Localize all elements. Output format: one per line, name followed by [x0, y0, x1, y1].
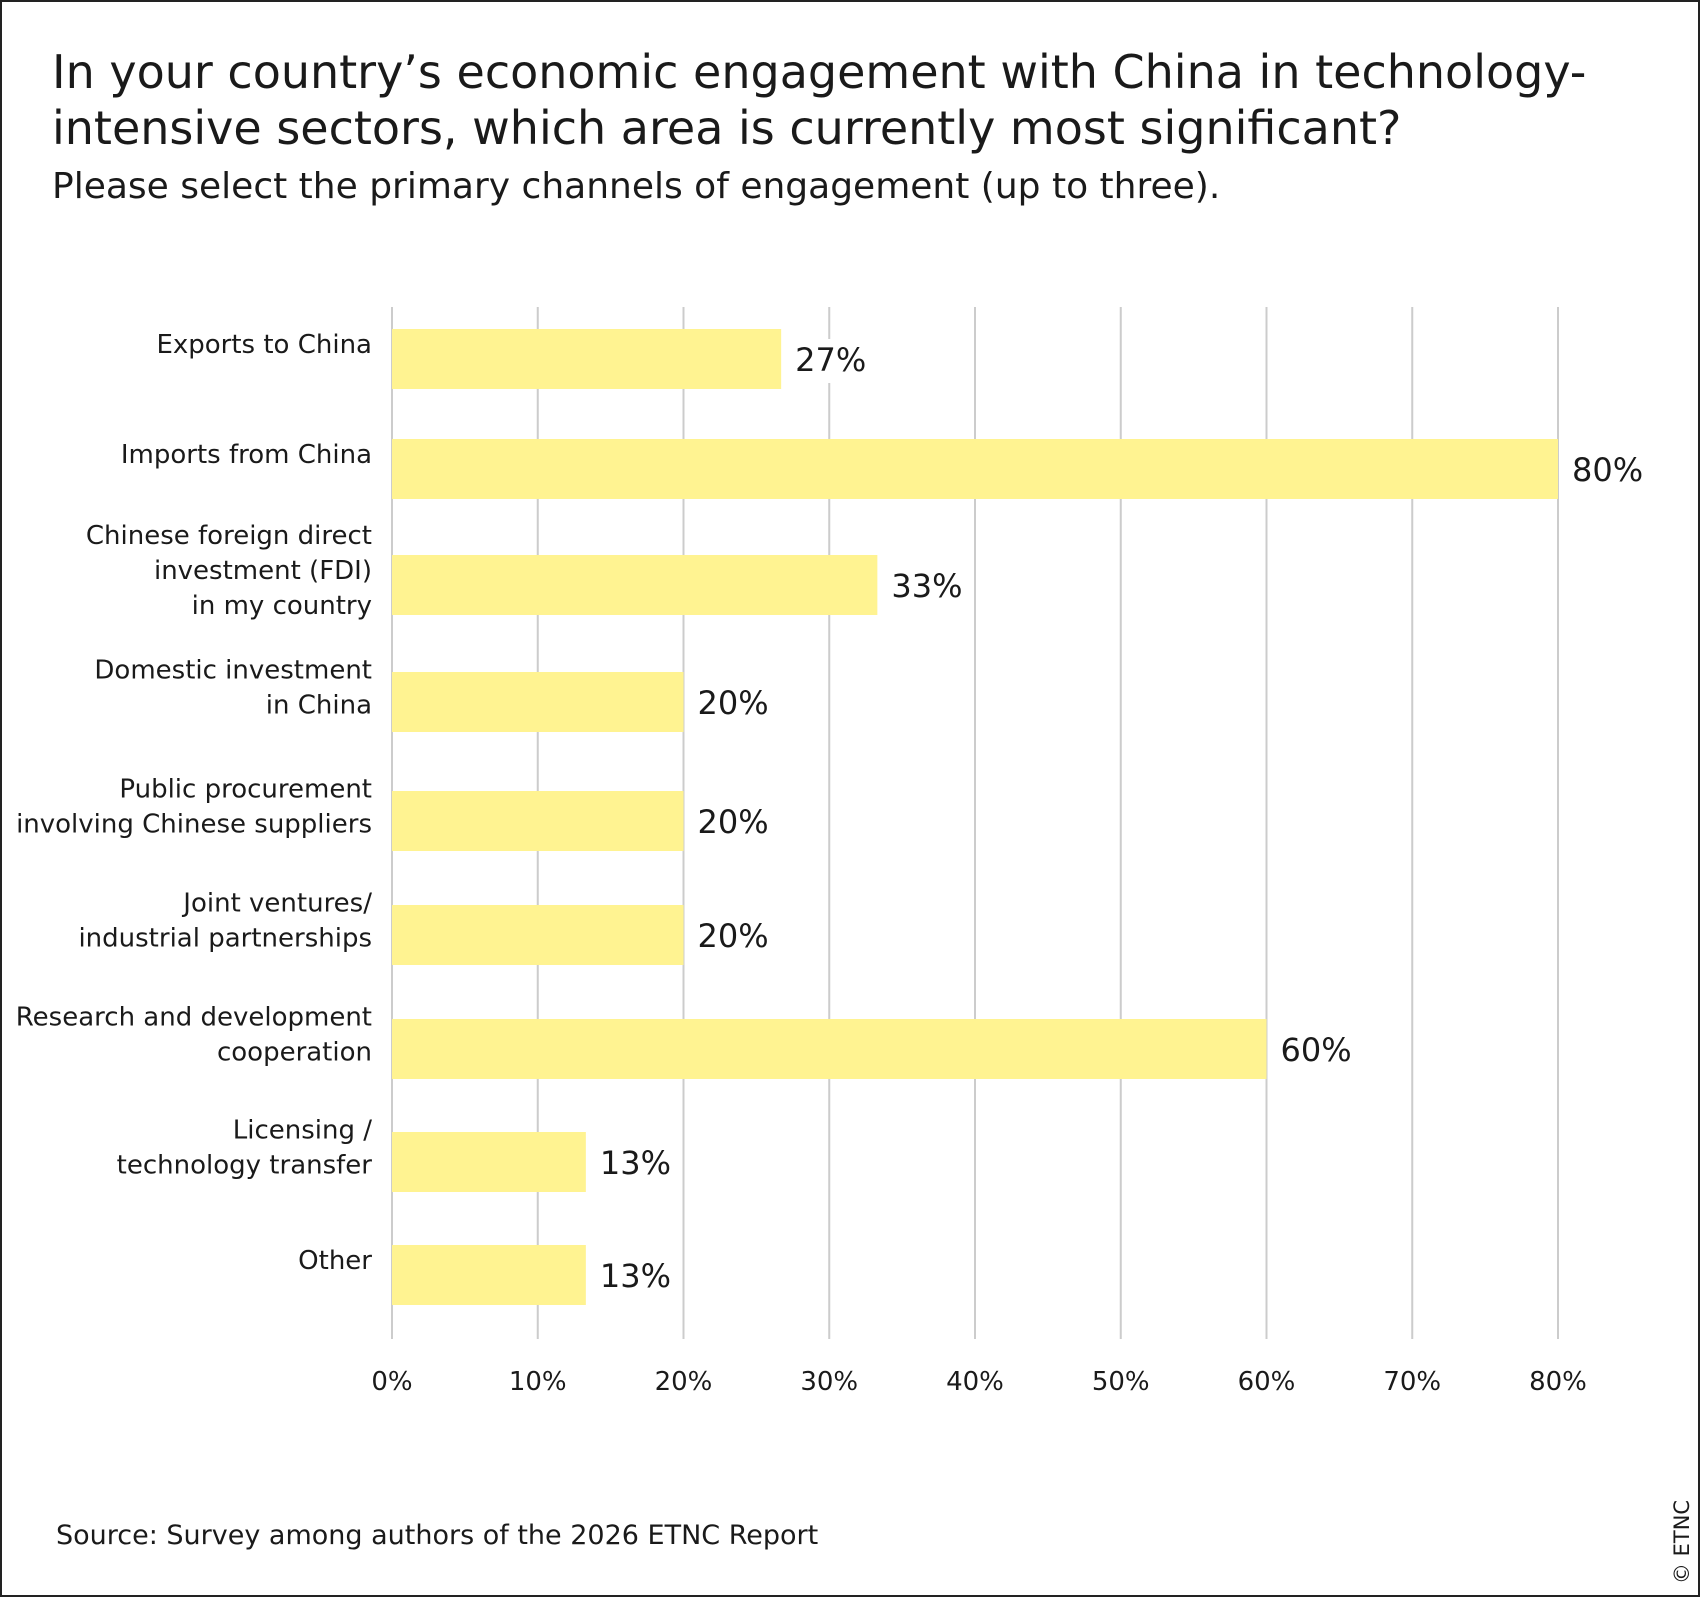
category-label: industrial partnerships [78, 924, 372, 954]
bar [392, 1019, 1267, 1079]
value-label-backing [791, 339, 860, 383]
chart-subtitle: Please select the primary channels of en… [52, 166, 1221, 207]
category-label: Public procurement [119, 775, 372, 805]
bar [392, 1132, 586, 1192]
value-label-backing [1568, 449, 1636, 493]
x-tick-label: 60% [1238, 1367, 1296, 1397]
value-label-backing [595, 1142, 664, 1186]
value-label: 13% [600, 1257, 671, 1295]
bar [392, 905, 684, 965]
value-label-backing [693, 801, 762, 845]
value-label-backing [1276, 1029, 1345, 1073]
value-label: 13% [600, 1144, 671, 1182]
category-label: Chinese foreign direct [86, 521, 372, 551]
bar [392, 1245, 586, 1305]
source-note: Source: Survey among authors of the 2026… [56, 1520, 819, 1551]
category-label: in China [266, 691, 372, 721]
x-tick-label: 80% [1529, 1367, 1587, 1397]
value-label: 80% [1572, 451, 1643, 489]
category-label: Exports to China [156, 330, 372, 360]
category-label: in my country [192, 591, 372, 621]
labels: 0% 10% 20% 30% 40% 50% 60% 70% 80% 27% Exports to … [16, 330, 1643, 1397]
value-label: 27% [795, 341, 866, 379]
x-tick-label: 10% [509, 1367, 567, 1397]
category-label: Other [298, 1246, 372, 1276]
x-tick-label: 0% [371, 1367, 412, 1397]
value-label-backing [887, 565, 956, 609]
chart-title: In your country’s economic engagement wi… [52, 45, 1587, 155]
value-label: 20% [698, 684, 769, 722]
category-label: technology transfer [117, 1151, 373, 1181]
copyright-note: © ETNC [1670, 1499, 1694, 1585]
value-label-backing [693, 682, 762, 726]
x-tick-label: 30% [800, 1367, 858, 1397]
value-label: 33% [891, 567, 962, 605]
bar [392, 672, 684, 732]
x-tick-label: 20% [655, 1367, 713, 1397]
value-label: 60% [1281, 1031, 1352, 1069]
category-label: Licensing / [233, 1116, 372, 1146]
bar [392, 555, 878, 615]
value-label: 20% [698, 917, 769, 955]
category-label: Imports from China [121, 440, 372, 470]
category-label: investment (FDI) [154, 556, 372, 586]
bar [392, 439, 1558, 499]
value-label-backing [693, 915, 762, 959]
bar [392, 329, 782, 389]
category-label: cooperation [217, 1038, 372, 1068]
category-label: Domestic investment [94, 656, 372, 686]
category-label: Joint ventures/ [181, 889, 372, 919]
category-label: involving Chinese suppliers [16, 810, 372, 840]
x-tick-label: 40% [946, 1367, 1004, 1397]
x-tick-label: 50% [1092, 1367, 1150, 1397]
x-tick-label: 70% [1383, 1367, 1441, 1397]
category-label: Research and development [16, 1003, 372, 1033]
value-label: 20% [698, 803, 769, 841]
value-label-backing [595, 1255, 664, 1299]
bar [392, 791, 684, 851]
bars [392, 329, 1558, 1305]
